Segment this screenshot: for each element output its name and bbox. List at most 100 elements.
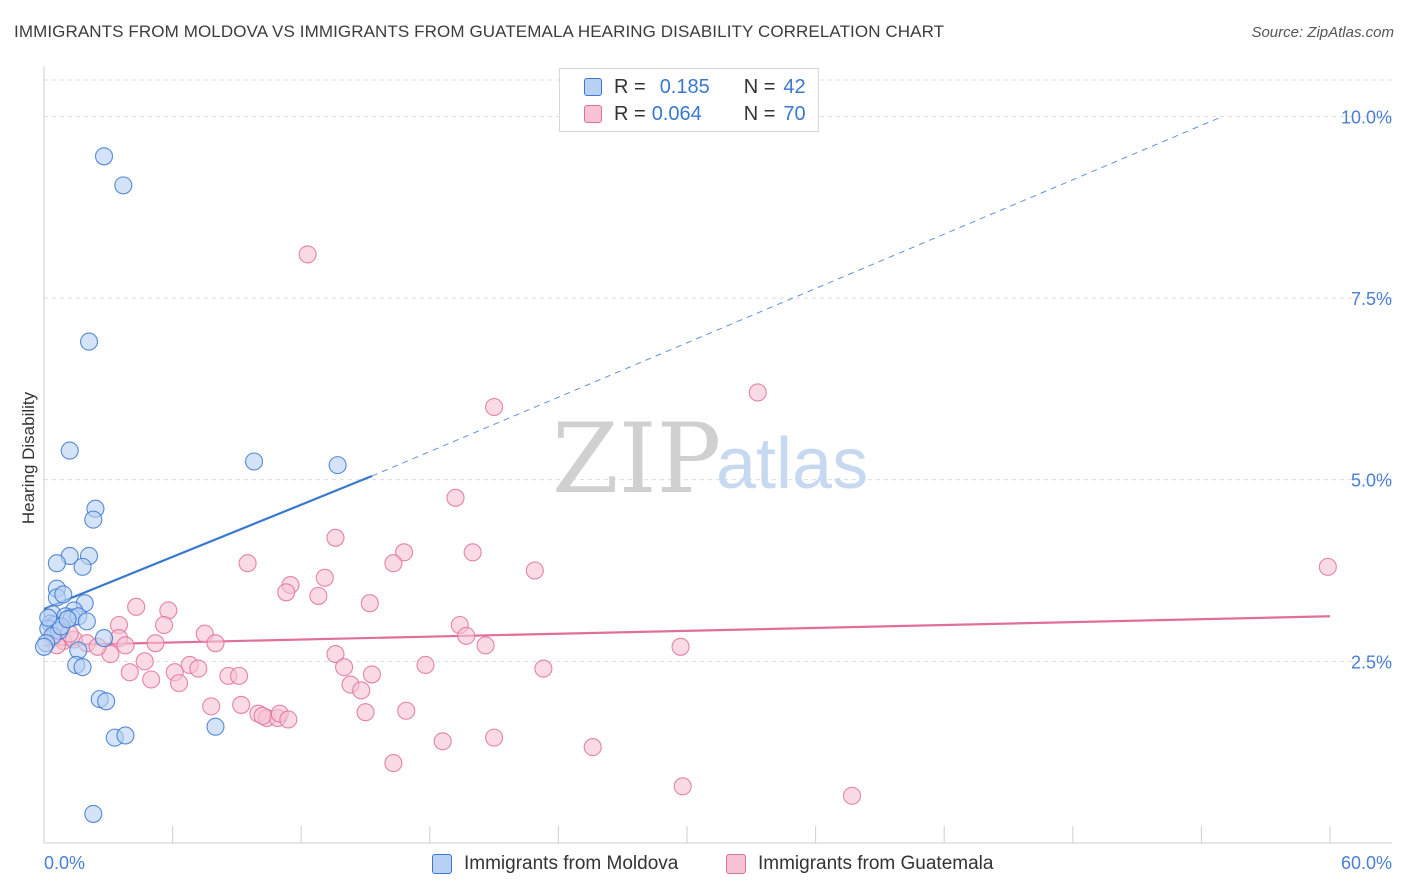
trend-line-moldova [43, 475, 373, 611]
point-guatemala [142, 670, 161, 689]
point-guatemala [232, 695, 251, 714]
points-guatemala [45, 245, 1337, 805]
point-guatemala [356, 703, 375, 722]
point-guatemala [384, 554, 403, 573]
legend-r-value: 0.064 [651, 102, 702, 125]
bottom-legend-moldova: Immigrants from Moldova [432, 852, 678, 876]
point-guatemala [229, 666, 249, 685]
point-guatemala [476, 636, 495, 655]
legend-n-value: 70 [783, 102, 806, 125]
point-moldova [73, 557, 92, 576]
trend-line-moldova-projection [371, 115, 1224, 477]
correlation-legend: R = 0.185 N = 42 R = 0.064 N = 70 [559, 68, 819, 132]
chart-title: IMMIGRANTS FROM MOLDOVA VS IMMIGRANTS FR… [14, 22, 945, 41]
point-guatemala [457, 626, 476, 645]
point-guatemala [1318, 557, 1337, 576]
point-guatemala [395, 543, 414, 562]
point-guatemala [335, 658, 354, 677]
legend-n-label: N = [743, 102, 776, 125]
point-guatemala [189, 659, 208, 678]
point-guatemala [485, 728, 504, 747]
point-guatemala [748, 383, 767, 402]
watermark: ZIP atlas [552, 403, 868, 515]
point-moldova [54, 585, 73, 604]
x-tick-label-max: 60.0% [1341, 853, 1392, 873]
point-guatemala [384, 754, 403, 773]
point-guatemala [238, 554, 257, 573]
point-moldova [206, 717, 225, 736]
watermark-atlas: atlas [716, 424, 868, 504]
y-tick-labels: 2.5% 5.0% 7.5% 10.0% [1341, 107, 1392, 672]
point-guatemala [120, 663, 139, 682]
point-guatemala [202, 697, 221, 716]
point-moldova [84, 804, 103, 823]
point-guatemala [146, 634, 165, 653]
point-guatemala [485, 397, 504, 417]
y-tick-label: 2.5% [1351, 652, 1392, 672]
legend-r-label: R = [614, 102, 646, 125]
point-moldova [58, 610, 77, 629]
point-guatemala [673, 777, 692, 796]
bottom-legend-label-guatemala: Immigrants from Guatemala [758, 853, 994, 874]
point-moldova [60, 441, 79, 460]
point-moldova [244, 452, 264, 471]
point-guatemala [360, 594, 379, 613]
point-guatemala [326, 528, 345, 547]
point-guatemala [116, 636, 135, 655]
point-moldova [39, 608, 58, 627]
y-tick-label: 10.0% [1341, 107, 1392, 127]
point-moldova [73, 658, 92, 677]
legend-n-value: 42 [783, 75, 806, 98]
point-guatemala [127, 597, 146, 616]
watermark-zip: ZIP [552, 403, 721, 515]
point-guatemala [397, 701, 416, 720]
point-guatemala [352, 681, 371, 700]
legend-r-value: 0.185 [659, 75, 710, 98]
trend-line-guatemala [43, 615, 1331, 647]
gridlines [44, 79, 1392, 662]
legend-swatch-guatemala [584, 105, 602, 123]
point-moldova [97, 692, 116, 711]
point-guatemala [362, 665, 381, 684]
point-guatemala [206, 634, 225, 653]
bottom-legend-swatch-moldova [432, 854, 452, 874]
x-tick-label-min: 0.0% [44, 853, 85, 873]
point-guatemala [298, 245, 317, 264]
point-guatemala [842, 786, 862, 805]
point-moldova [114, 176, 133, 195]
point-moldova [79, 332, 99, 351]
point-guatemala [154, 615, 174, 635]
point-guatemala [326, 645, 345, 664]
bottom-legend-swatch-guatemala [726, 854, 746, 874]
point-guatemala [446, 488, 465, 507]
point-guatemala [253, 706, 272, 725]
point-guatemala [534, 659, 553, 678]
point-guatemala [525, 561, 544, 580]
point-guatemala [309, 586, 328, 605]
bottom-legend-guatemala: Immigrants from Guatemala [726, 852, 993, 876]
bottom-legend-label-moldova: Immigrants from Moldova [464, 853, 679, 874]
legend-row-moldova: R = 0.185 N = 42 [584, 75, 806, 99]
point-moldova [47, 554, 66, 573]
point-moldova [116, 726, 135, 745]
point-moldova [94, 629, 114, 648]
point-guatemala [135, 652, 154, 671]
point-guatemala [463, 543, 482, 562]
point-guatemala [279, 710, 298, 729]
point-guatemala [277, 583, 296, 602]
legend-n-label: N = [743, 75, 776, 98]
point-guatemala [416, 655, 435, 675]
legend-r-label: R = [614, 75, 646, 98]
points-moldova [34, 147, 347, 823]
trend-lines [43, 115, 1331, 647]
source-credit: Source: ZipAtlas.com [1251, 24, 1394, 41]
point-moldova [77, 612, 96, 631]
point-moldova [328, 456, 347, 475]
axes [43, 66, 1392, 844]
legend-swatch-moldova [584, 78, 602, 96]
point-guatemala [671, 637, 690, 656]
point-moldova [84, 510, 103, 529]
point-guatemala [433, 732, 452, 751]
point-guatemala [169, 674, 189, 693]
